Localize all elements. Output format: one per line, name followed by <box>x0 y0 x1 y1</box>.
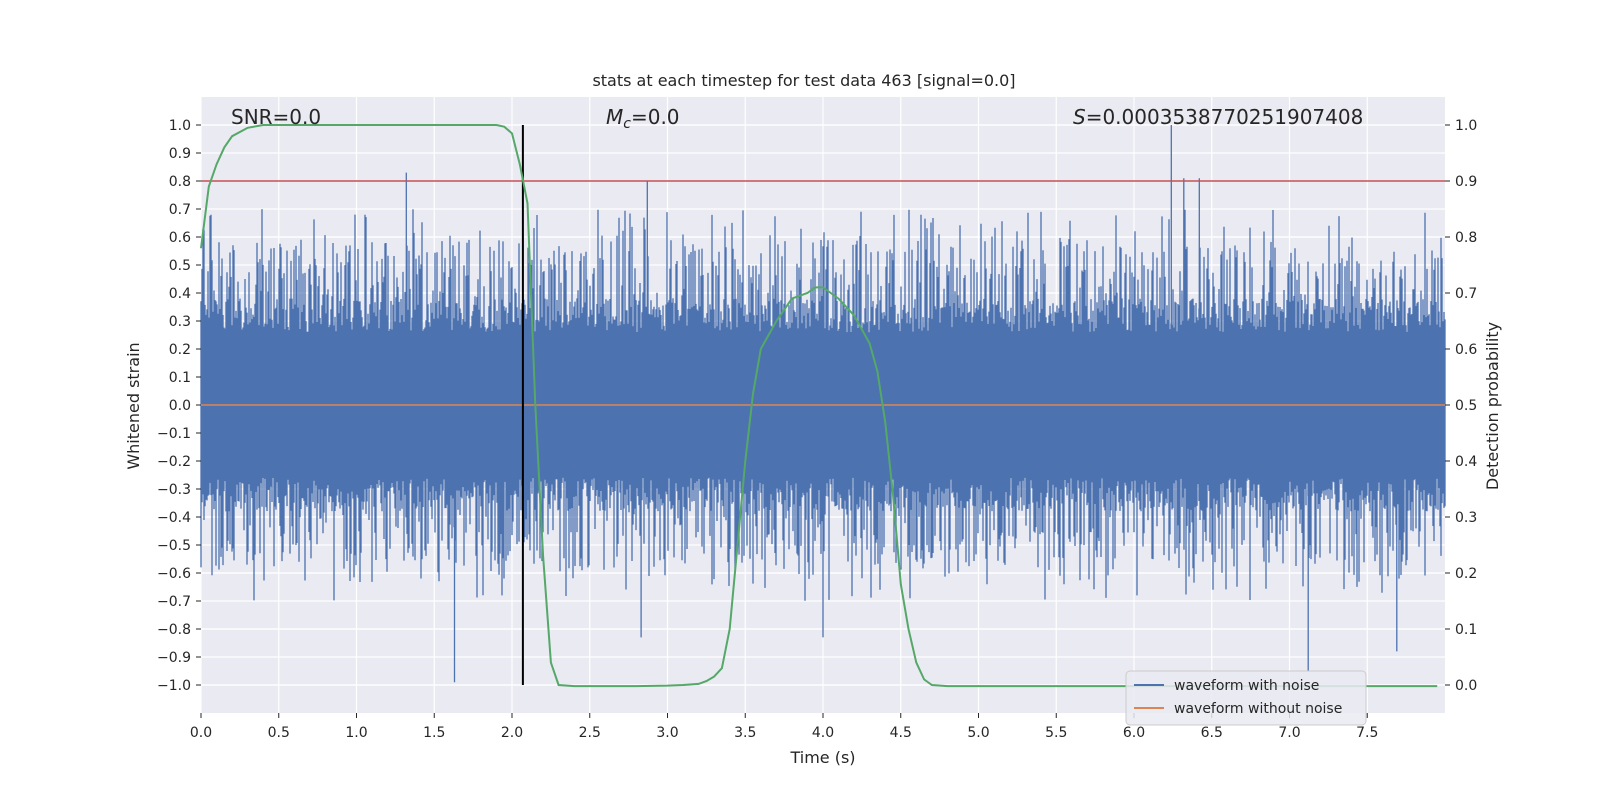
y-tick-label: −1.0 <box>157 678 191 694</box>
x-tick-label: 4.5 <box>890 725 912 741</box>
x-tick-label: 7.0 <box>1278 725 1300 741</box>
x-axis-ticks: 0.0 0.5 1.0 1.5 2.0 2.5 3.0 3.5 4.0 4.5 5.0 5.5 6.0 6… <box>190 713 1378 741</box>
y-tick-label: 0.4 <box>169 286 191 302</box>
x-tick-label: 0.5 <box>268 725 290 741</box>
right-axis-ticks: 1.0 0.9 0.8 0.7 0.6 0.5 0.4 0.3 0.2 0.1 0.0 <box>1445 118 1477 694</box>
x-tick-label: 4.0 <box>812 725 834 741</box>
right-tick-label: 0.9 <box>1455 174 1477 190</box>
x-tick-label: 7.5 <box>1356 725 1378 741</box>
legend-label-with-noise: waveform with noise <box>1174 678 1319 694</box>
right-axis-label: Detection probability <box>1483 322 1502 490</box>
right-tick-label: 0.0 <box>1455 678 1477 694</box>
x-tick-label: 2.5 <box>579 725 601 741</box>
legend-label-without-noise: waveform without noise <box>1174 701 1342 717</box>
series-detection-probability <box>200 124 1438 688</box>
x-tick-label: 1.0 <box>345 725 367 741</box>
right-tick-label: 0.4 <box>1455 454 1477 470</box>
legend: waveform with noise waveform without noi… <box>1125 670 1367 726</box>
x-axis-label: Time (s) <box>789 748 855 767</box>
y-tick-label: 0.0 <box>169 398 191 414</box>
x-tick-label: 2.0 <box>501 725 523 741</box>
x-tick-label: 3.5 <box>734 725 756 741</box>
y-tick-label: 0.3 <box>169 314 191 330</box>
right-tick-label: 1.0 <box>1455 118 1477 134</box>
y-tick-label: 0.7 <box>169 202 191 218</box>
y-tick-label: −0.2 <box>157 454 191 470</box>
right-tick-label: 0.2 <box>1455 566 1477 582</box>
y-tick-label: −0.3 <box>157 482 191 498</box>
right-tick-label: 0.8 <box>1455 230 1477 246</box>
y-tick-label: −0.1 <box>157 426 191 442</box>
x-tick-label: 5.5 <box>1045 725 1067 741</box>
score-annotation: S=0.0003538770251907408 <box>1073 105 1363 129</box>
x-tick-label: 3.0 <box>656 725 678 741</box>
x-tick-label: 6.5 <box>1201 725 1223 741</box>
y-tick-label: 0.1 <box>169 370 191 386</box>
y-tick-label: −0.9 <box>157 650 191 666</box>
y-axis-label: Whitened strain <box>124 342 143 469</box>
y-tick-label: 0.2 <box>169 342 191 358</box>
right-tick-label: 0.5 <box>1455 398 1477 414</box>
x-tick-label: 5.0 <box>967 725 989 741</box>
x-tick-label: 1.5 <box>423 725 445 741</box>
y-tick-label: −0.8 <box>157 622 191 638</box>
y-tick-label: −0.4 <box>157 510 191 526</box>
y-tick-label: −0.6 <box>157 566 191 582</box>
y-axis-ticks: 1.0 0.9 0.8 0.7 0.6 0.5 0.4 0.3 0.2 0.1 0.0 −0.1 −0.… <box>157 118 201 694</box>
right-tick-label: 0.1 <box>1455 622 1477 638</box>
chirp-mass-annotation: Mc=0.0 <box>606 105 680 132</box>
y-tick-label: 0.9 <box>169 146 191 162</box>
x-tick-label: 6.0 <box>1123 725 1145 741</box>
snr-annotation: SNR=0.0 <box>231 105 321 129</box>
y-tick-label: 0.6 <box>169 230 191 246</box>
legend-box <box>1125 670 1367 726</box>
y-tick-label: 0.5 <box>169 258 191 274</box>
x-tick-label: 0.0 <box>190 725 212 741</box>
right-tick-label: 0.6 <box>1455 342 1477 358</box>
right-tick-label: 0.7 <box>1455 286 1477 302</box>
y-tick-label: −0.5 <box>157 538 191 554</box>
y-tick-label: 0.8 <box>169 174 191 190</box>
right-tick-label: 0.3 <box>1455 510 1477 526</box>
y-tick-label: 1.0 <box>169 118 191 134</box>
chart-title: stats at each timestep for test data 463… <box>592 71 1015 90</box>
y-tick-label: −0.7 <box>157 594 191 610</box>
